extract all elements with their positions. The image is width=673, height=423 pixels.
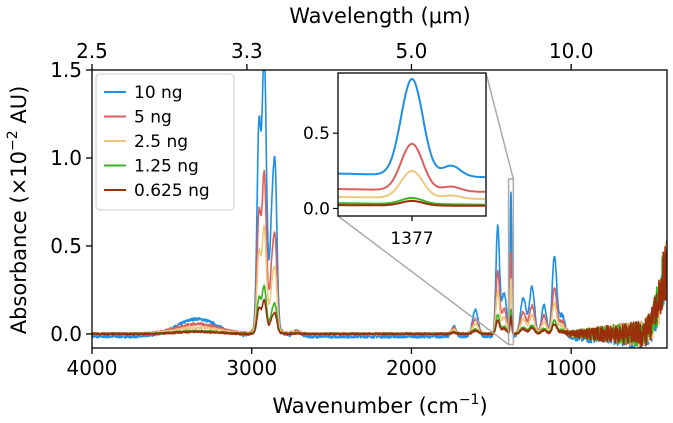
plot-area: 4000 3000 2000 1000 0.0 0.5 1.0 1.52.5 3.3 5.0 10.… <box>50 39 668 380</box>
top-tick-label: 2.5 <box>76 39 108 63</box>
legend-label: 10 ng <box>134 83 183 103</box>
legend-label: 5 ng <box>134 108 172 128</box>
inset-line-2.5-ng <box>338 169 485 200</box>
legend: 10 ng 5 ng 2.5 ng 1.25 ng 0.625 ng <box>95 73 235 211</box>
y-tick-label: 0.0 <box>50 322 82 346</box>
inset-line-5-ng <box>338 142 485 193</box>
inset-line-10-ng <box>338 77 485 179</box>
legend-box <box>95 73 235 211</box>
legend-label: 2.5 ng <box>134 132 188 152</box>
top-axis-label: Wavelength (μm) <box>289 4 470 28</box>
x-tick-label: 3000 <box>226 356 277 380</box>
inset: 0.0 0.5 1377 <box>303 72 487 249</box>
zoom-connector <box>485 72 515 180</box>
zoom-indicator <box>337 72 515 346</box>
inset-line-1.25-ng <box>338 196 485 206</box>
legend-label: 0.625 ng <box>134 181 210 201</box>
x-tick-label: 2000 <box>386 356 437 380</box>
legend-label: 1.25 ng <box>134 157 199 177</box>
y-tick-label: 1.0 <box>50 146 82 170</box>
series-line-0.625-ng <box>92 246 667 348</box>
inset-y-tick-label: 0.0 <box>303 199 330 219</box>
y-tick-label: 0.5 <box>50 234 82 258</box>
x-tick-label: 1000 <box>546 356 597 380</box>
inset-y-tick-label: 0.5 <box>303 124 330 144</box>
x-axis-label: Wavenumber (cm−1) <box>272 392 487 418</box>
y-tick-label: 1.5 <box>50 58 82 82</box>
top-tick-label: 3.3 <box>231 39 263 63</box>
series-group <box>92 70 667 348</box>
y-axis-label: Absorbance (×10−2 AU) <box>5 86 31 335</box>
top-tick-label: 10.0 <box>549 39 594 63</box>
zoom-connector <box>337 215 510 346</box>
x-tick-label: 4000 <box>67 356 118 380</box>
plot-frame <box>91 69 668 349</box>
top-tick-label: 5.0 <box>396 39 428 63</box>
zoom-box <box>507 178 515 346</box>
inset-line-0.625-ng <box>338 199 485 207</box>
inset-x-tick-label: 1377 <box>390 229 433 249</box>
